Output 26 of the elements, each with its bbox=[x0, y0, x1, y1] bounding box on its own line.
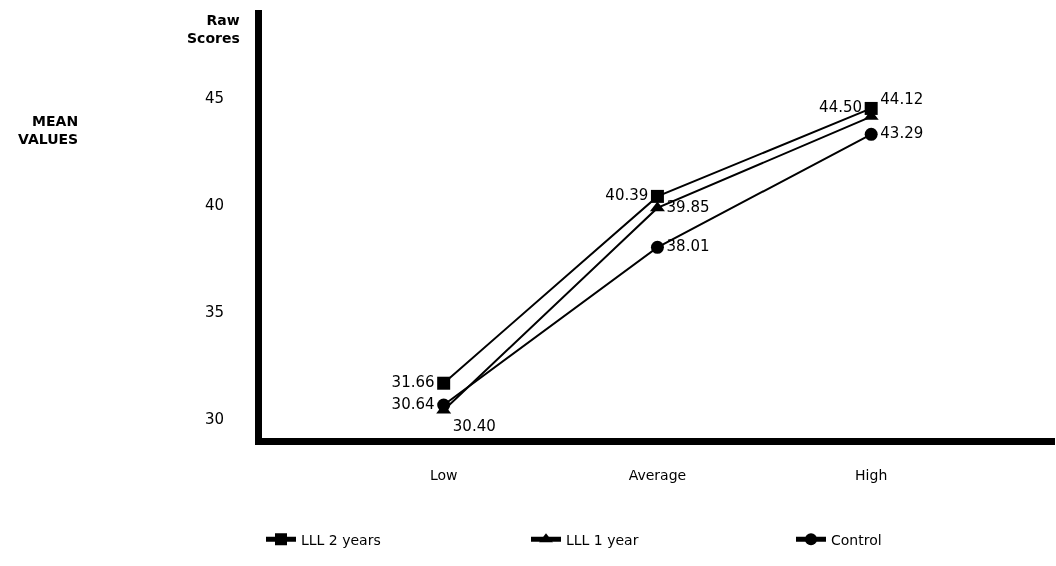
data-label: 43.29 bbox=[880, 124, 924, 143]
x-tick-label: Low bbox=[429, 466, 458, 483]
data-label: 30.40 bbox=[452, 416, 496, 435]
point bbox=[650, 189, 664, 203]
point bbox=[437, 398, 451, 412]
text: MEAN VALUES bbox=[18, 113, 79, 148]
data-label: 38.01 bbox=[666, 237, 710, 256]
point bbox=[437, 376, 451, 390]
data-label: 44.50 bbox=[819, 98, 863, 117]
point bbox=[864, 127, 878, 141]
legend-label: LLL 2 years bbox=[301, 531, 381, 548]
y-tick-label: 35 bbox=[204, 302, 224, 321]
data-label: 30.64 bbox=[391, 394, 435, 413]
data-label: 44.12 bbox=[880, 89, 924, 108]
legend-label: LLL 1 year bbox=[566, 531, 639, 548]
data-label: 39.85 bbox=[666, 197, 710, 216]
x-tick-label: High bbox=[855, 466, 888, 483]
y-tick-label: 40 bbox=[204, 195, 224, 214]
data-label: 31.66 bbox=[391, 372, 435, 391]
point bbox=[650, 240, 664, 254]
y-tick-label: 30 bbox=[204, 409, 224, 428]
text: Raw Scores bbox=[187, 12, 240, 47]
legend-label: Control bbox=[831, 531, 882, 548]
data-label: 40.39 bbox=[605, 186, 649, 205]
x-tick-label: Average bbox=[628, 466, 687, 483]
y-tick-label: 45 bbox=[204, 88, 224, 107]
